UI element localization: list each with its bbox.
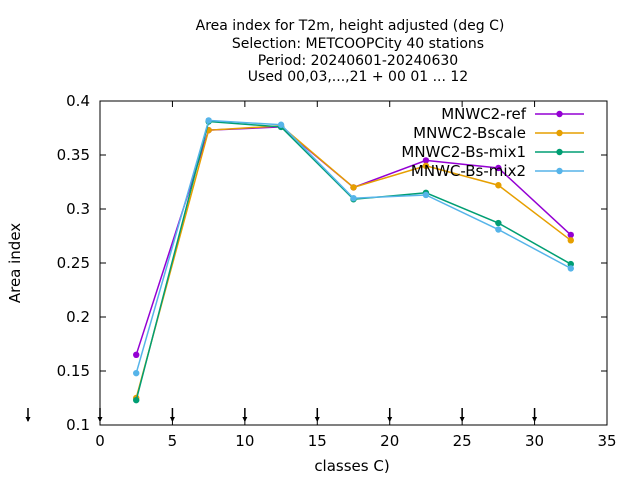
event-marker — [314, 408, 320, 422]
title-line-2: Selection: METCOOPCity 40 stations — [232, 36, 484, 52]
event-marker — [169, 408, 175, 422]
marker-head — [387, 417, 393, 422]
data-point — [567, 265, 574, 272]
x-tick-label: 0 — [95, 432, 105, 450]
marker-head — [242, 417, 248, 422]
data-point — [495, 164, 502, 172]
data-point — [567, 231, 574, 239]
y-tick-label: 0.35 — [57, 146, 90, 164]
legend-label: MNWC2-Bs-mix1 — [401, 143, 526, 161]
y-axis-label: Area index — [6, 223, 24, 303]
x-axis-label: classes C) — [314, 457, 389, 475]
event-marker-outside — [25, 408, 31, 422]
event-marker — [532, 408, 538, 422]
chart-title: Area index for T2m, height adjusted (deg… — [196, 18, 505, 85]
marker-head — [314, 417, 320, 422]
data-point — [422, 191, 430, 199]
marker-head — [459, 417, 465, 422]
data-point — [350, 184, 357, 191]
data-point — [422, 162, 430, 169]
event-markers — [25, 408, 538, 422]
data-point — [350, 195, 357, 202]
data-point — [133, 369, 140, 377]
data-point — [277, 121, 285, 128]
x-tick-label: 15 — [308, 432, 327, 450]
legend: MNWC2-refMNWC2-BscaleMNWC2-Bs-mix1MNWC-B… — [401, 105, 584, 180]
axes: 0 5 10 15 20 25 30 35 0.1 0.15 0.2 0.25 0.3 0.35 0.4 — [57, 92, 617, 450]
data-point — [495, 219, 502, 227]
title-line-1: Area index for T2m, height adjusted (deg… — [196, 18, 505, 34]
marker-head — [25, 417, 31, 422]
y-tick-label: 0.15 — [57, 362, 90, 380]
event-marker — [97, 408, 103, 422]
y-tick-label: 0.1 — [66, 416, 90, 434]
y-tick-label: 0.25 — [57, 254, 90, 272]
event-marker — [387, 408, 393, 422]
data-point — [495, 226, 502, 233]
x-tick-label: 5 — [168, 432, 178, 450]
x-tick-label: 25 — [453, 432, 472, 450]
legend-label: MNWC2-Bscale — [413, 124, 526, 142]
data-point — [495, 182, 502, 189]
title-line-3: Period: 20240601-20240630 — [258, 53, 458, 69]
x-tick-label: 35 — [597, 432, 616, 450]
x-tick-label: 20 — [380, 432, 399, 450]
series-group — [133, 117, 574, 404]
legend-swatch-marker — [556, 110, 563, 118]
data-point — [567, 237, 574, 244]
legend-label: MNWC-Bs-mix2 — [411, 162, 526, 180]
event-marker — [459, 408, 465, 422]
data-point — [422, 157, 430, 164]
x-tick-label: 30 — [525, 432, 544, 450]
event-marker — [242, 408, 248, 422]
legend-swatch-marker — [556, 148, 563, 156]
legend-label: MNWC2-ref — [441, 105, 526, 123]
y-tick-label: 0.4 — [66, 92, 90, 110]
legend-swatch-marker — [556, 167, 563, 175]
series-mnwc-bs-mix2 — [133, 117, 574, 377]
title-line-4: Used 00,03,...,21 + 00 01 ... 12 — [248, 69, 468, 85]
data-point — [133, 351, 140, 358]
legend-swatch-marker — [556, 129, 563, 137]
data-point — [205, 117, 212, 124]
marker-head — [97, 417, 103, 422]
plot-frame — [99, 100, 608, 426]
marker-head — [169, 417, 175, 422]
marker-head — [532, 417, 538, 422]
x-tick-label: 10 — [235, 432, 254, 450]
y-tick-label: 0.2 — [66, 308, 90, 326]
data-point — [133, 396, 140, 404]
y-tick-label: 0.3 — [66, 200, 90, 218]
